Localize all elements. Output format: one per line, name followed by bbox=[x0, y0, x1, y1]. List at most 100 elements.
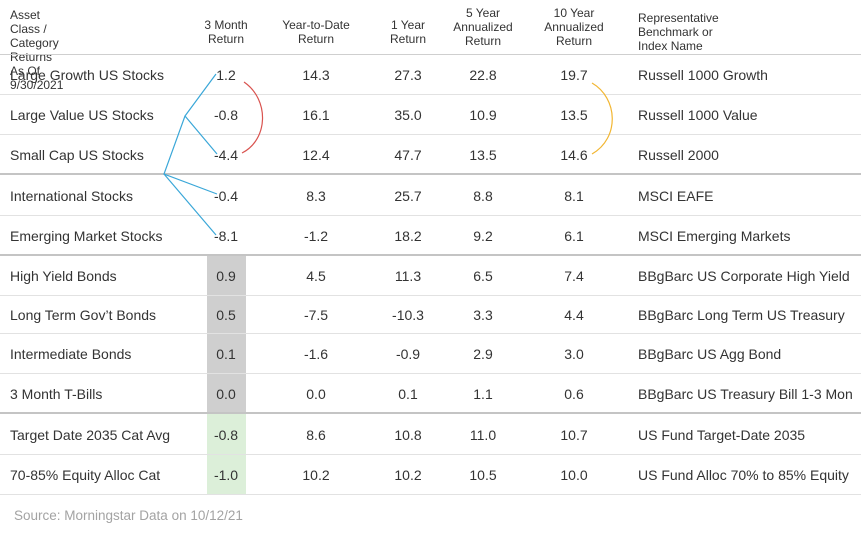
table-row: International Stocks -0.4 8.3 25.7 8.8 8.1 MSC… bbox=[0, 175, 861, 216]
return-y1: 11.3 bbox=[394, 268, 422, 284]
row-divider bbox=[0, 494, 861, 495]
asset-class-name: High Yield Bonds bbox=[10, 268, 117, 284]
return-y10: 13.5 bbox=[560, 107, 588, 123]
return-m3: -1.0 bbox=[213, 467, 239, 483]
return-y5: 10.5 bbox=[469, 467, 497, 483]
asset-class-name: Emerging Market Stocks bbox=[10, 228, 163, 244]
return-y5: 1.1 bbox=[473, 386, 493, 402]
return-y5: 6.5 bbox=[473, 268, 493, 284]
return-y1: -10.3 bbox=[392, 307, 424, 323]
table-row: Long Term Gov’t Bonds 0.5 -7.5 -10.3 3.3 4.4 B… bbox=[0, 296, 861, 334]
return-m3: 0.9 bbox=[216, 268, 236, 284]
row-divider bbox=[0, 173, 861, 175]
table-row: 70-85% Equity Alloc Cat -1.0 10.2 10.2 10.5 1… bbox=[0, 455, 861, 495]
row-divider bbox=[0, 412, 861, 414]
benchmark-name: Russell 2000 bbox=[638, 147, 719, 163]
benchmark-name: US Fund Alloc 70% to 85% Equity bbox=[638, 467, 849, 483]
header-ytd: Year-to-Date Return bbox=[282, 18, 350, 46]
return-y10: 10.7 bbox=[560, 426, 588, 443]
return-m3: 0.0 bbox=[216, 386, 236, 402]
return-y10: 3.0 bbox=[564, 346, 584, 362]
return-y10: 8.1 bbox=[564, 187, 584, 204]
return-y5: 11.0 bbox=[469, 426, 497, 443]
return-ytd: 4.5 bbox=[306, 268, 326, 284]
return-y5: 22.8 bbox=[469, 67, 497, 83]
return-y1: 47.7 bbox=[394, 147, 422, 163]
return-y5: 9.2 bbox=[473, 228, 493, 244]
benchmark-name: MSCI EAFE bbox=[638, 187, 714, 204]
return-m3: -4.4 bbox=[213, 147, 239, 163]
asset-class-name: Small Cap US Stocks bbox=[10, 147, 144, 163]
table-row: High Yield Bonds 0.9 4.5 11.3 6.5 7.4 BBgBarc … bbox=[0, 256, 861, 296]
return-ytd: 16.1 bbox=[302, 107, 330, 123]
header-3-month: 3 Month Return bbox=[204, 18, 248, 46]
bond-returns-highlight bbox=[207, 256, 246, 412]
table-row: 3 Month T-Bills 0.0 0.0 0.1 1.1 0.6 BBgBarc US… bbox=[0, 374, 861, 414]
return-y1: 27.3 bbox=[394, 67, 422, 83]
row-divider bbox=[0, 94, 861, 95]
table-row: Intermediate Bonds 0.1 -1.6 -0.9 2.9 3.0 BBgBa… bbox=[0, 334, 861, 374]
asset-class-name: Large Growth US Stocks bbox=[10, 67, 165, 83]
benchmark-name: BBgBarc US Agg Bond bbox=[638, 346, 782, 362]
benchmark-name: MSCI Emerging Markets bbox=[638, 228, 791, 244]
row-divider bbox=[0, 134, 861, 135]
asset-class-name: Target Date 2035 Cat Avg bbox=[10, 426, 171, 443]
return-y1: 35.0 bbox=[394, 107, 422, 123]
asset-class-name: 70-85% Equity Alloc Cat bbox=[10, 467, 161, 483]
return-ytd: 8.6 bbox=[306, 426, 326, 443]
asset-class-name: 3 Month T-Bills bbox=[10, 386, 103, 402]
return-y5: 8.8 bbox=[473, 187, 493, 204]
return-y10: 10.0 bbox=[560, 467, 588, 483]
benchmark-name: BBgBarc US Corporate High Yield bbox=[638, 268, 850, 284]
return-y10: 7.4 bbox=[564, 268, 584, 284]
benchmark-name: US Fund Target-Date 2035 bbox=[638, 426, 806, 443]
return-m3: -0.8 bbox=[213, 107, 239, 123]
table-row: Large Growth US Stocks 1.2 14.3 27.3 22.8 19.… bbox=[0, 55, 861, 95]
return-ytd: -1.6 bbox=[303, 346, 329, 362]
asset-class-name: International Stocks bbox=[10, 187, 133, 204]
row-divider bbox=[0, 254, 861, 256]
header-divider bbox=[0, 54, 861, 55]
return-y10: 4.4 bbox=[564, 307, 584, 323]
return-y1: -0.9 bbox=[395, 346, 421, 362]
return-ytd: 0.0 bbox=[306, 386, 326, 402]
table-row: Large Value US Stocks -0.8 16.1 35.0 10.9 13.… bbox=[0, 95, 861, 135]
return-y1: 0.1 bbox=[398, 386, 418, 402]
return-ytd: 12.4 bbox=[302, 147, 330, 163]
benchmark-name: Russell 1000 Growth bbox=[638, 67, 768, 83]
return-y1: 25.7 bbox=[394, 187, 422, 204]
asset-class-name: Intermediate Bonds bbox=[10, 346, 132, 362]
return-y10: 19.7 bbox=[560, 67, 588, 83]
table-row: Target Date 2035 Cat Avg -0.8 8.6 10.8 11.0 1… bbox=[0, 414, 861, 455]
return-m3: 0.5 bbox=[216, 307, 236, 323]
return-y10: 14.6 bbox=[560, 147, 588, 163]
source-note: Source: Morningstar Data on 10/12/21 bbox=[14, 508, 243, 523]
return-ytd: -1.2 bbox=[303, 228, 329, 244]
header-10-year: 10 Year Annualized Return bbox=[544, 6, 604, 48]
header-asset-class: Asset Class / Category Returns As Of 9/3… bbox=[10, 8, 64, 92]
return-m3: -0.8 bbox=[213, 426, 239, 443]
return-m3: 1.2 bbox=[216, 67, 236, 83]
return-y10: 0.6 bbox=[564, 386, 584, 402]
row-divider bbox=[0, 215, 861, 216]
header-benchmark: Representative Benchmark or Index Name bbox=[638, 11, 719, 53]
return-y5: 13.5 bbox=[469, 147, 497, 163]
row-divider bbox=[0, 295, 861, 296]
benchmark-name: Russell 1000 Value bbox=[638, 107, 758, 123]
header-1-year: 1 Year Return bbox=[389, 18, 427, 46]
asset-class-name: Long Term Gov’t Bonds bbox=[10, 307, 157, 323]
row-divider bbox=[0, 333, 861, 334]
return-ytd: 8.3 bbox=[306, 187, 326, 204]
return-y10: 6.1 bbox=[564, 228, 584, 244]
header-5-year: 5 Year Annualized Return bbox=[453, 6, 513, 48]
return-y5: 2.9 bbox=[473, 346, 493, 362]
return-m3: -0.4 bbox=[213, 187, 239, 204]
return-m3: 0.1 bbox=[216, 346, 236, 362]
table-row: Small Cap US Stocks -4.4 12.4 47.7 13.5 14.6 R… bbox=[0, 135, 861, 175]
return-y1: 10.2 bbox=[394, 467, 422, 483]
return-ytd: 14.3 bbox=[302, 67, 330, 83]
benchmark-name: BBgBarc Long Term US Treasury bbox=[638, 307, 845, 323]
return-y1: 18.2 bbox=[394, 228, 422, 244]
row-divider bbox=[0, 454, 861, 455]
return-m3: -8.1 bbox=[213, 228, 239, 244]
